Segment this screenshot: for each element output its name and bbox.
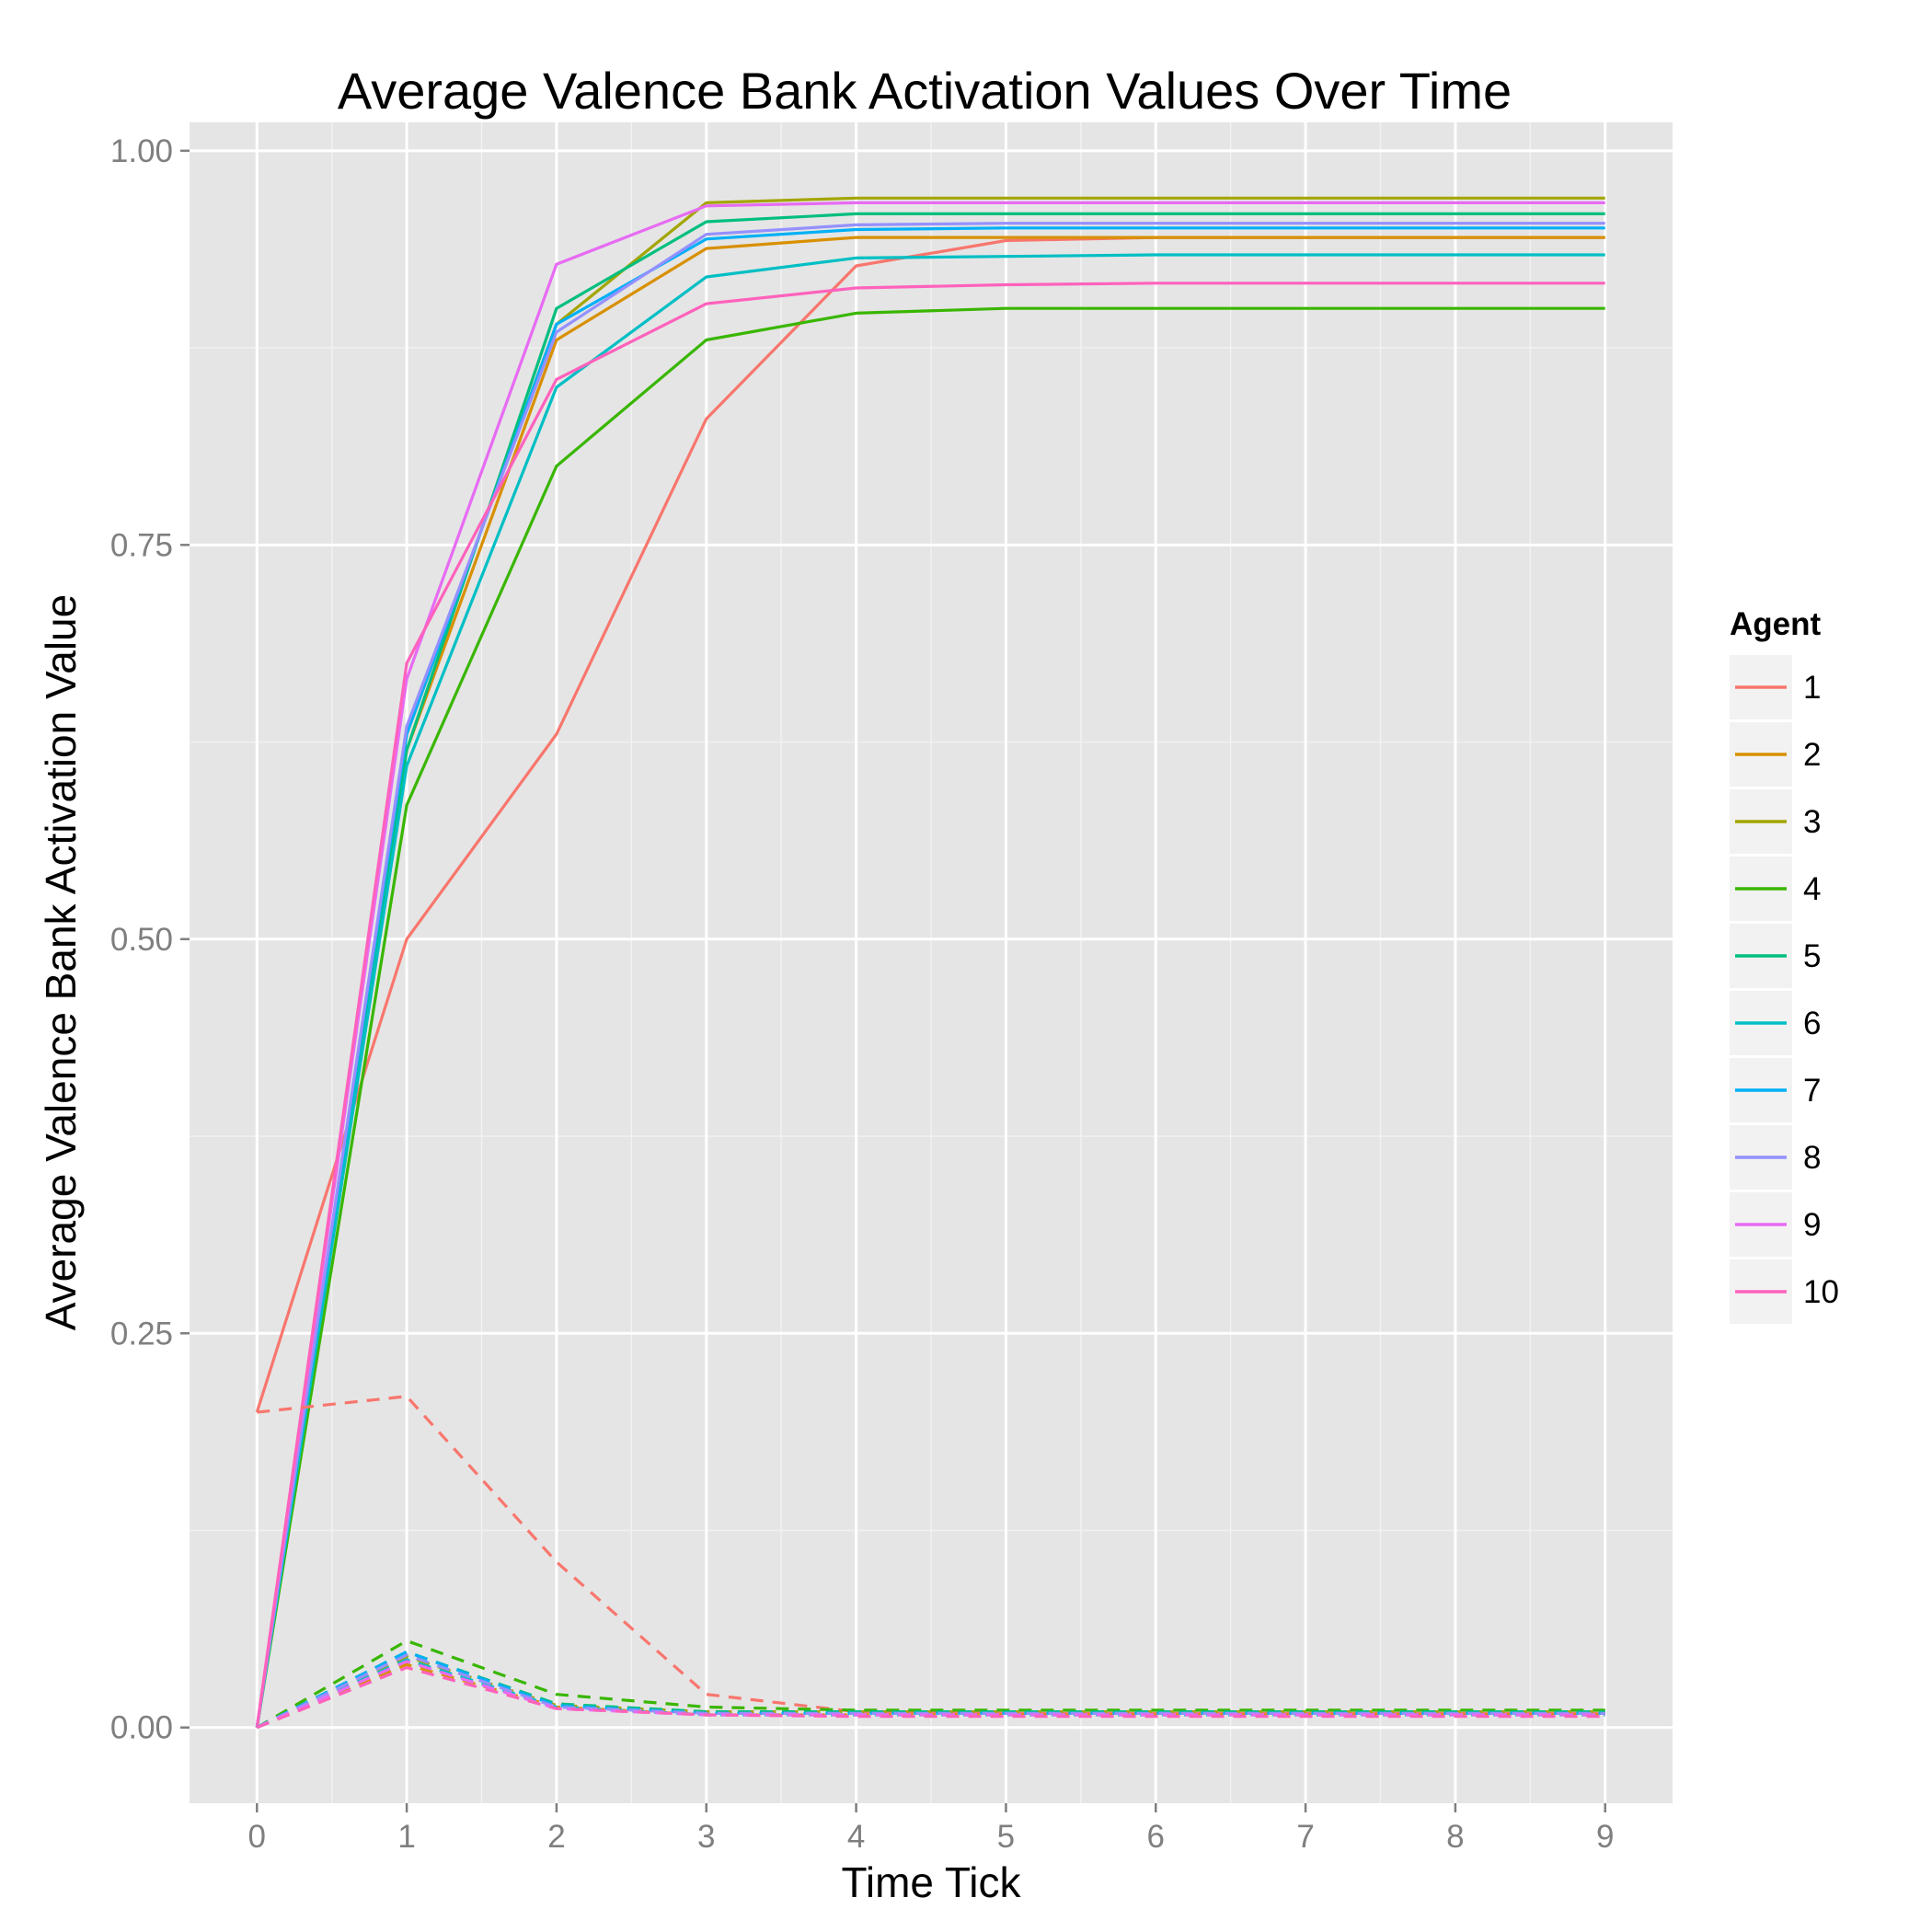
series-dashed-line-agent-8 (256, 1653, 1605, 1730)
series-line-agent-8 (255, 222, 1605, 1728)
x-axis-title: Time Tick (841, 1858, 1021, 1906)
legend-title: Agent (1730, 606, 1822, 642)
x-tick-label: 2 (547, 1819, 565, 1855)
series-dashed-line-agent-4 (256, 1639, 1605, 1730)
chart-title: Average Valence Bank Activation Values O… (338, 62, 1512, 120)
series-line-agent-2 (255, 236, 1605, 1728)
x-tick-label: 6 (1147, 1819, 1165, 1855)
x-tick-label: 8 (1446, 1819, 1464, 1855)
x-tick-label: 0 (248, 1819, 266, 1855)
y-tick-label: 0.25 (110, 1316, 173, 1351)
legend-label-agent-6: 6 (1803, 1006, 1821, 1041)
legend-label-agent-9: 9 (1803, 1207, 1821, 1243)
y-tick-label: 0.75 (110, 527, 173, 563)
legend-label-agent-1: 1 (1803, 670, 1821, 706)
legend-label-agent-7: 7 (1803, 1073, 1821, 1109)
legend: Agent 1 2 3 4 5 6 7 8 9 10 (1730, 606, 1839, 1324)
series-line-agent-10 (255, 282, 1605, 1728)
series-dashed-line-agent-9 (256, 1660, 1605, 1730)
axes: 0 1 2 3 4 5 6 7 8 9 0.00 0.25 0.50 0.75 1.00 (110, 133, 1615, 1855)
y-tick-label: 1.00 (110, 133, 173, 169)
series-dashed-line-agent-10 (256, 1665, 1605, 1730)
series-line-agent-6 (255, 253, 1605, 1728)
x-tick-label: 5 (997, 1819, 1015, 1855)
x-tick-label: 1 (397, 1819, 415, 1855)
legend-label-agent-5: 5 (1803, 938, 1821, 974)
series-line-agent-9 (255, 201, 1605, 1728)
series-layer (255, 196, 1605, 1730)
legend-label-agent-3: 3 (1803, 804, 1821, 840)
x-tick-label: 3 (697, 1819, 715, 1855)
legend-label-agent-4: 4 (1803, 871, 1821, 907)
legend-label-agent-8: 8 (1803, 1140, 1821, 1176)
series-line-agent-4 (255, 306, 1605, 1728)
legend-label-agent-2: 2 (1803, 737, 1821, 773)
x-tick-label: 4 (847, 1819, 865, 1855)
x-tick-label: 9 (1596, 1819, 1614, 1855)
y-tick-label: 0.50 (110, 922, 173, 958)
y-tick-label: 0.00 (110, 1710, 173, 1746)
x-tick-label: 7 (1296, 1819, 1314, 1855)
y-axis-title: Average Valence Bank Activation Value (37, 594, 85, 1330)
legend-label-agent-10: 10 (1803, 1274, 1839, 1310)
